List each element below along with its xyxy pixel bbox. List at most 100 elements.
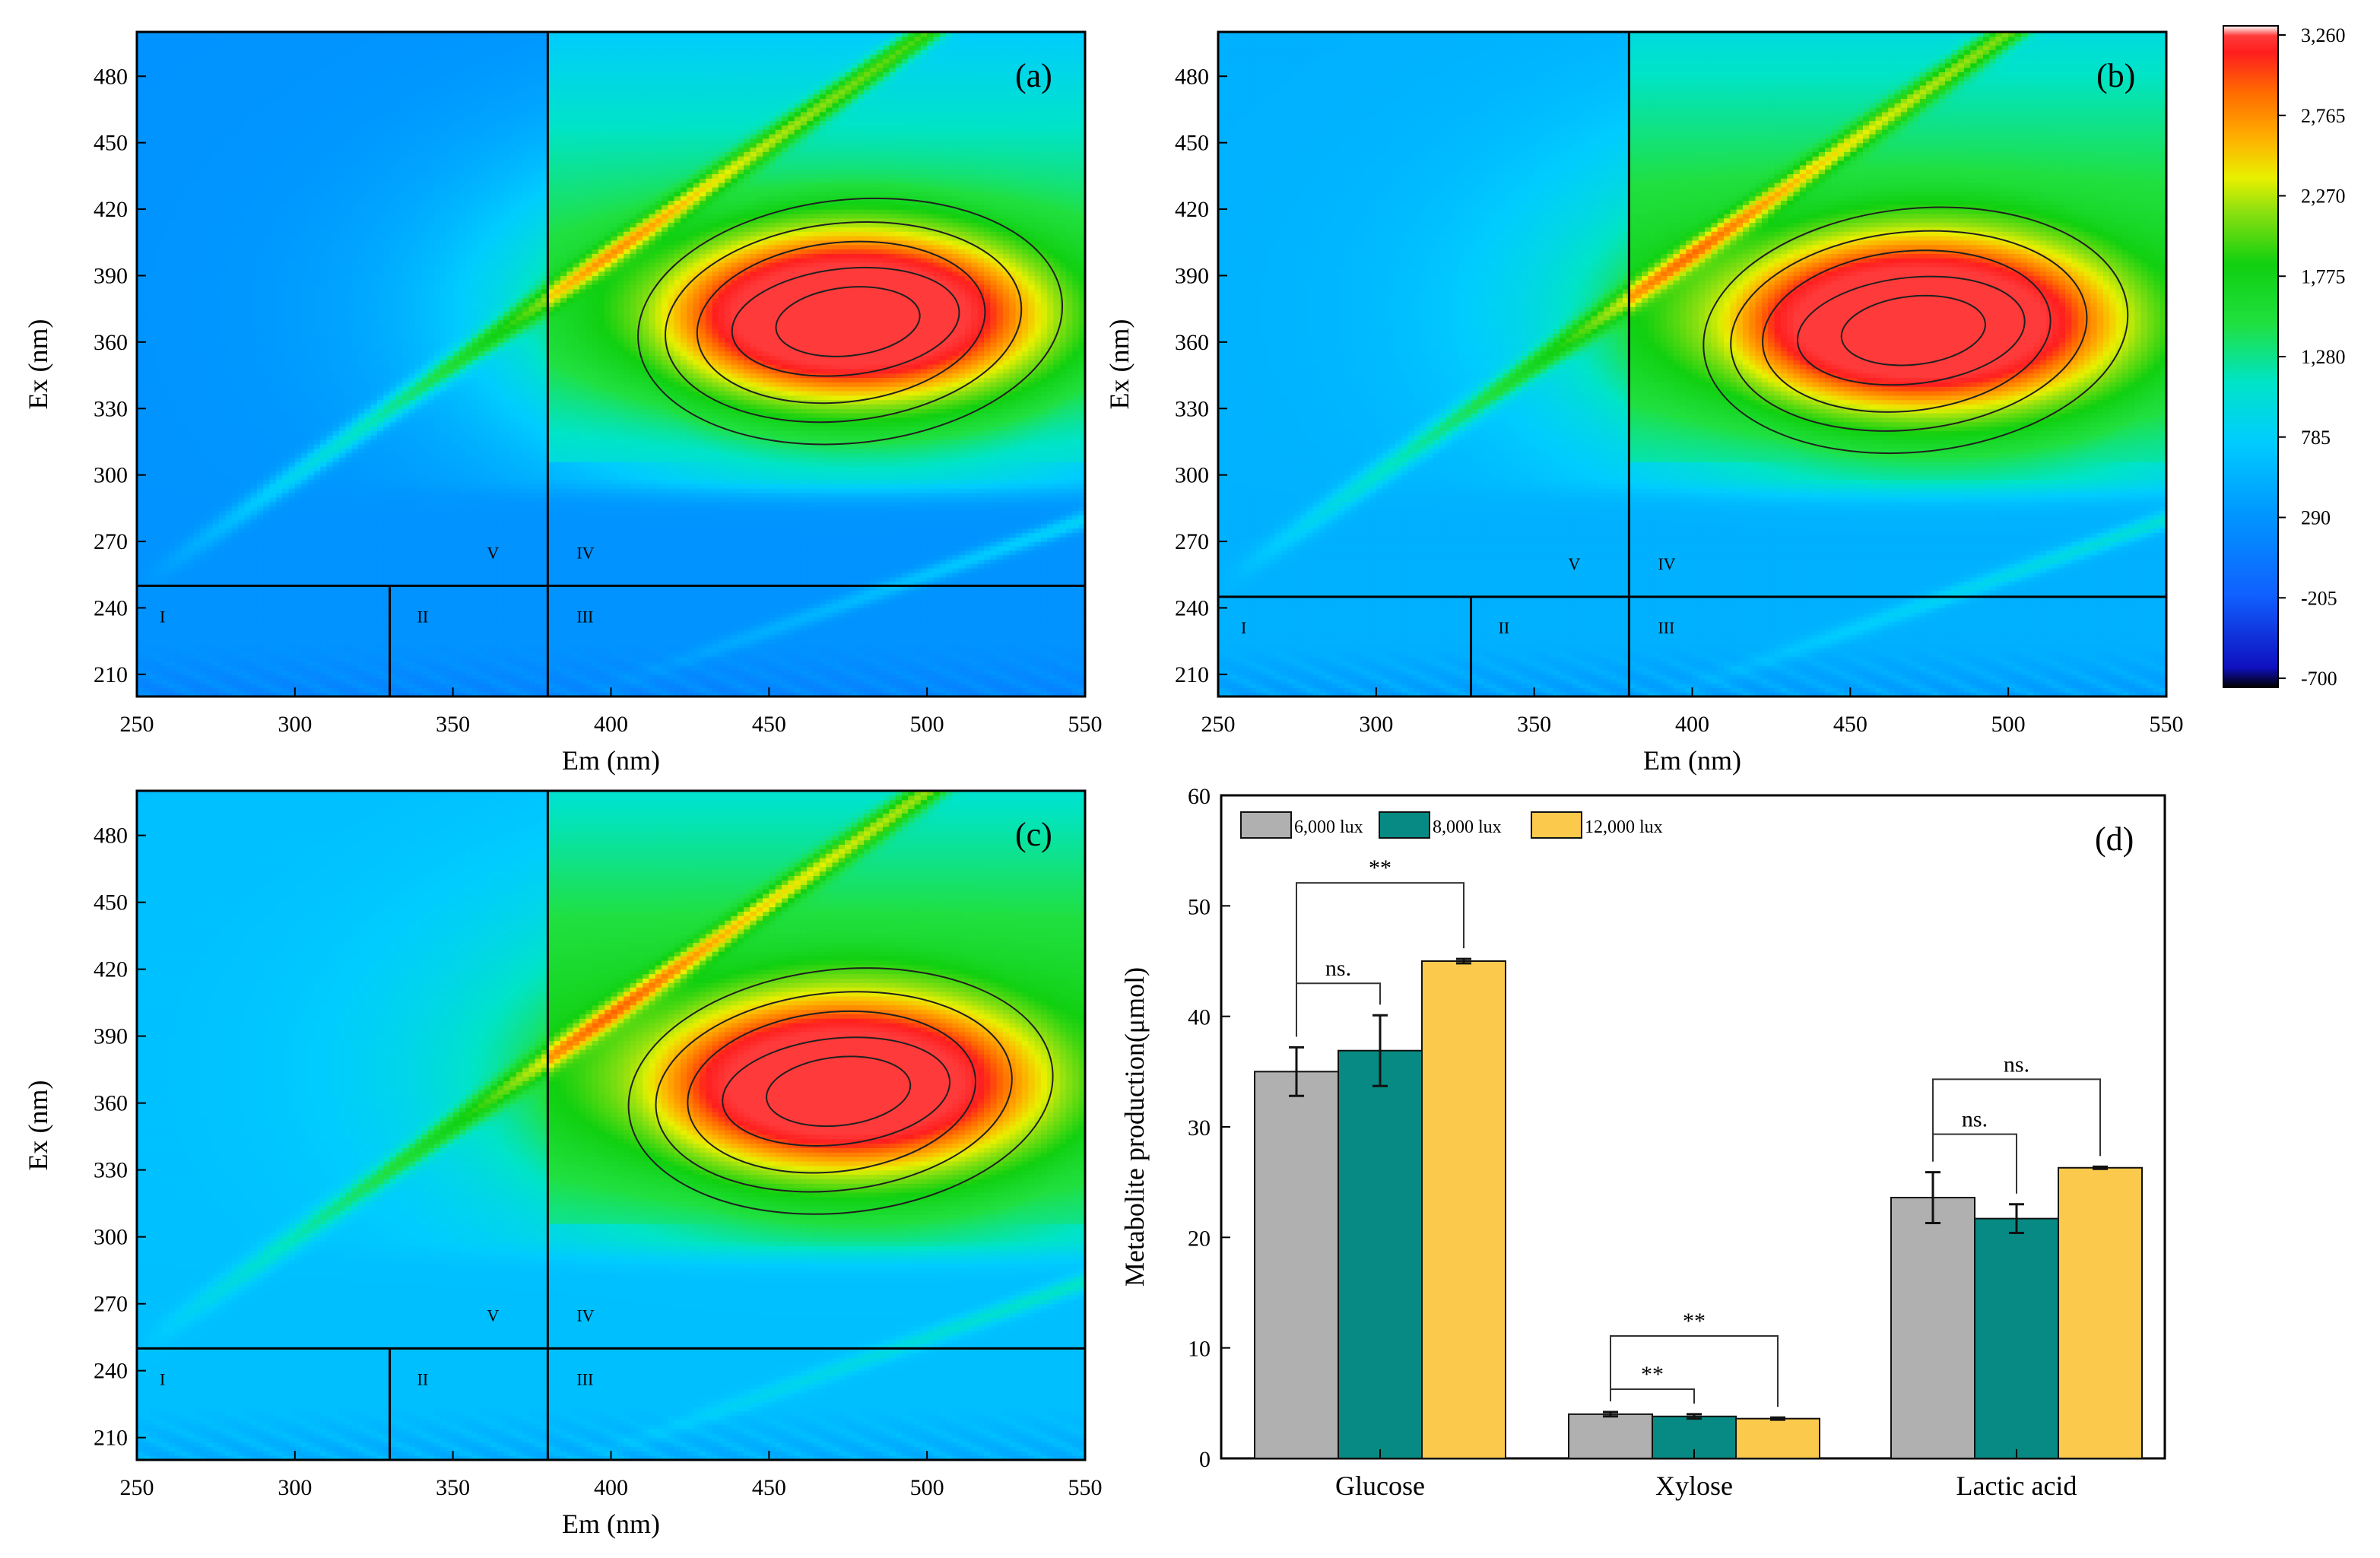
heatmap-cell bbox=[150, 510, 157, 515]
heatmap-cell bbox=[150, 116, 157, 121]
heatmap-cell bbox=[150, 417, 157, 422]
heatmap-cell bbox=[150, 182, 157, 187]
heatmap-cell bbox=[143, 502, 150, 506]
heatmap-cell bbox=[150, 218, 157, 223]
heatmap-cell bbox=[150, 311, 157, 316]
heatmap-cell bbox=[143, 519, 150, 524]
heatmap-cell bbox=[150, 422, 157, 427]
heatmap-cell bbox=[143, 577, 150, 582]
heatmap-cell bbox=[150, 661, 157, 665]
heatmap-cell bbox=[143, 36, 150, 41]
heatmap-cell bbox=[150, 462, 157, 466]
heatmap-cell bbox=[143, 439, 150, 444]
heatmap-cell bbox=[150, 519, 157, 524]
heatmap-cell bbox=[150, 400, 157, 405]
heatmap-cell bbox=[143, 559, 150, 563]
heatmap-cell bbox=[143, 634, 150, 639]
heatmap-cell bbox=[143, 231, 150, 236]
heatmap-cell bbox=[143, 630, 150, 635]
heatmap-cell bbox=[150, 294, 157, 298]
heatmap-cell bbox=[143, 617, 150, 621]
heatmap-cell bbox=[143, 551, 150, 555]
heatmap-cell bbox=[150, 555, 157, 560]
heatmap-cell bbox=[143, 54, 150, 59]
heatmap-cell bbox=[150, 240, 157, 245]
heatmap-cell bbox=[150, 559, 157, 563]
heatmap-cell bbox=[150, 227, 157, 231]
heatmap-cell bbox=[143, 98, 150, 103]
heatmap-cell bbox=[143, 112, 150, 116]
heatmap-cell bbox=[150, 444, 157, 449]
heatmap-cell bbox=[150, 684, 157, 688]
heatmap-cell bbox=[143, 85, 150, 90]
heatmap-cell bbox=[143, 223, 150, 227]
heatmap-cell bbox=[150, 435, 157, 439]
heatmap-cell bbox=[143, 590, 150, 595]
heatmap-cell bbox=[143, 245, 150, 249]
heatmap-cell bbox=[150, 391, 157, 395]
heatmap-cell bbox=[150, 515, 157, 519]
heatmap-cell bbox=[150, 316, 157, 320]
heatmap-cell bbox=[143, 524, 150, 528]
heatmap-cell bbox=[150, 245, 157, 249]
heatmap-cell bbox=[150, 170, 157, 174]
heatmap-cell bbox=[143, 173, 150, 178]
heatmap-cell bbox=[143, 382, 150, 386]
heatmap-cell bbox=[143, 333, 150, 338]
heatmap-cell bbox=[150, 262, 157, 267]
heatmap-cell bbox=[143, 462, 150, 466]
heatmap-cell bbox=[150, 320, 157, 325]
heatmap-cell bbox=[150, 333, 157, 338]
heatmap-cell bbox=[143, 125, 150, 129]
heatmap-cell bbox=[150, 151, 157, 156]
heatmap-cell bbox=[143, 236, 150, 240]
heatmap-cell bbox=[150, 302, 157, 306]
heatmap-cell bbox=[150, 687, 157, 692]
figure-canvas: I II IIIIVV(a)250 300 350 400 450 500 5502102402… bbox=[0, 0, 2380, 1558]
heatmap-cell bbox=[143, 422, 150, 427]
heatmap-cell bbox=[150, 404, 157, 408]
heatmap-cell bbox=[143, 45, 150, 49]
heatmap-cell bbox=[143, 612, 150, 617]
heatmap-cell bbox=[143, 253, 150, 258]
heatmap-cell bbox=[150, 112, 157, 116]
heatmap-cell bbox=[150, 214, 157, 218]
heatmap-cell bbox=[150, 249, 157, 254]
heatmap-cell bbox=[143, 328, 150, 333]
heatmap-cell bbox=[150, 639, 157, 643]
heatmap-cell bbox=[150, 674, 157, 679]
heatmap-cell bbox=[150, 165, 157, 170]
heatmap-cell bbox=[143, 249, 150, 254]
heatmap-cell bbox=[150, 427, 157, 431]
heatmap-cell bbox=[150, 325, 157, 329]
heatmap-cell bbox=[143, 427, 150, 431]
heatmap-cell bbox=[150, 643, 157, 648]
heatmap-cell bbox=[143, 240, 150, 245]
heatmap-cell bbox=[150, 493, 157, 497]
heatmap-cell bbox=[143, 369, 150, 373]
heatmap-cell bbox=[143, 94, 150, 99]
heatmap-cell bbox=[143, 320, 150, 325]
heatmap-cell bbox=[150, 196, 157, 201]
heatmap-cell bbox=[150, 173, 157, 178]
heatmap-cell bbox=[150, 236, 157, 240]
heatmap-cell bbox=[150, 121, 157, 125]
heatmap-cell bbox=[143, 488, 150, 493]
heatmap-cell bbox=[150, 369, 157, 373]
heatmap-cell bbox=[143, 165, 150, 170]
heatmap-cell bbox=[150, 338, 157, 342]
heatmap-cell bbox=[150, 577, 157, 582]
heatmap-cell bbox=[143, 63, 150, 68]
heatmap-cell bbox=[143, 457, 150, 462]
heatmap-cell bbox=[150, 590, 157, 595]
heatmap-cell bbox=[150, 377, 157, 382]
heatmap-cell bbox=[143, 68, 150, 72]
heatmap-cell bbox=[143, 466, 150, 471]
heatmap-cell bbox=[143, 657, 150, 662]
heatmap-cell bbox=[150, 271, 157, 276]
heatmap-cell bbox=[143, 417, 150, 422]
heatmap-cell bbox=[143, 267, 150, 271]
heatmap-cell bbox=[143, 347, 150, 351]
heatmap-cell bbox=[143, 661, 150, 665]
heatmap-cell bbox=[150, 178, 157, 182]
